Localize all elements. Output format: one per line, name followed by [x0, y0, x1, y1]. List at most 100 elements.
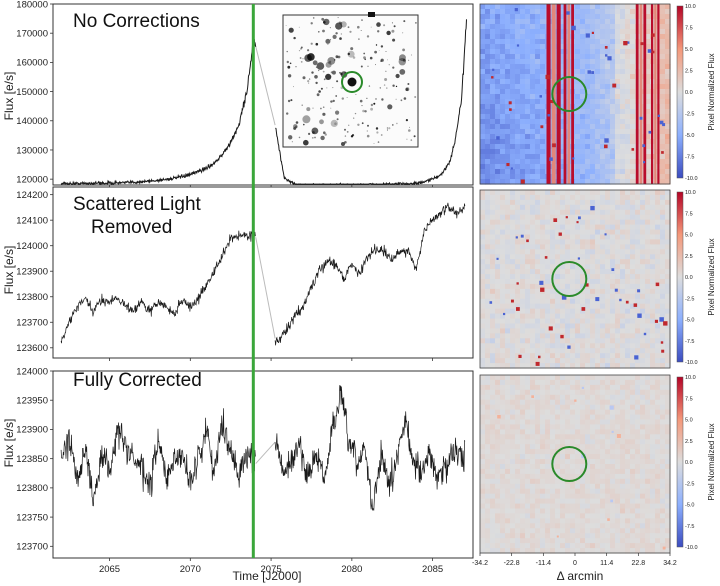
map-cell — [650, 473, 656, 480]
map-cell — [535, 264, 541, 270]
map-cell — [610, 303, 616, 310]
map-cell — [615, 543, 621, 549]
star — [299, 57, 302, 59]
map-cell — [620, 124, 626, 130]
map-cell — [530, 59, 536, 65]
map-cell — [610, 94, 616, 100]
map-cell — [505, 543, 511, 549]
map-cell — [590, 124, 596, 130]
star — [330, 100, 333, 103]
map-cell — [500, 219, 506, 226]
colorbar-tick-label: -10.0 — [685, 176, 698, 182]
map-cell — [645, 169, 651, 175]
map-cell — [570, 375, 576, 381]
map-cell — [540, 190, 546, 196]
map-cell — [630, 503, 636, 510]
map-cell — [485, 328, 491, 334]
map-cell — [585, 79, 591, 85]
map-cell — [575, 39, 581, 45]
y-tick-label: 124200 — [16, 190, 48, 201]
map-cell — [635, 543, 641, 549]
map-cell — [570, 503, 576, 510]
map-cell — [510, 454, 516, 460]
map-cell — [570, 429, 576, 435]
map-cell — [550, 194, 556, 201]
map-cell — [505, 404, 511, 411]
map-cell — [530, 69, 536, 75]
map-cell — [530, 129, 536, 135]
map-cell — [505, 144, 511, 150]
map-cell — [610, 239, 616, 245]
map-cell — [665, 513, 671, 519]
map-cell — [495, 439, 501, 445]
map-cell — [500, 379, 506, 386]
map-cell — [610, 274, 616, 280]
map-cell — [610, 99, 616, 105]
map-cell — [555, 478, 561, 485]
map-cell — [615, 533, 621, 539]
map-cell — [530, 389, 536, 396]
map-cell — [595, 114, 601, 120]
map-cell — [580, 404, 586, 411]
map-cell — [605, 179, 611, 185]
map-cell — [660, 353, 666, 359]
map-cell — [595, 259, 601, 265]
map-cell — [615, 459, 621, 465]
map-cell — [590, 468, 596, 475]
map-cell — [515, 513, 521, 519]
map-cell — [600, 254, 606, 260]
map-cell — [510, 358, 516, 364]
map-cell — [590, 478, 596, 485]
map-cell — [485, 338, 491, 344]
map-cell — [535, 548, 541, 554]
map-cell — [625, 328, 631, 334]
map-cell — [660, 244, 666, 250]
map-cell — [615, 444, 621, 450]
map-cell — [580, 169, 586, 175]
map-cell — [530, 483, 536, 490]
map-cell — [495, 323, 501, 329]
map-cell — [550, 303, 556, 310]
map-cell — [580, 39, 586, 45]
map-cell — [605, 439, 611, 445]
pixel-source — [614, 288, 618, 292]
map-cell — [535, 328, 541, 334]
map-cell — [600, 54, 606, 60]
map-cell — [530, 154, 536, 160]
map-cell — [595, 29, 601, 35]
map-cell — [495, 533, 501, 539]
map-cell — [580, 129, 586, 135]
map-cell — [640, 274, 646, 280]
map-cell — [505, 468, 511, 475]
map-cell — [590, 259, 596, 265]
lightcurve-panel-2: 1236001237001238001239001240001241001242… — [16, 186, 474, 361]
map-cell — [560, 464, 566, 470]
map-cell — [490, 523, 496, 529]
star — [360, 65, 363, 68]
map-cell — [545, 328, 551, 334]
map-cell — [665, 59, 671, 65]
map-cell — [665, 224, 671, 231]
map-cell — [665, 279, 671, 285]
map-cell — [510, 478, 516, 485]
map-cell — [505, 104, 511, 110]
map-cell — [525, 394, 531, 401]
map-cell — [540, 439, 546, 445]
map-cell — [530, 523, 536, 529]
map-cell — [630, 449, 636, 455]
map-cell — [520, 473, 526, 480]
map-cell — [645, 249, 651, 255]
map-cell — [605, 523, 611, 529]
map-cell — [580, 59, 586, 65]
map-cell — [630, 219, 636, 226]
map-cell — [525, 269, 531, 275]
map-cell — [515, 363, 521, 369]
map-cell — [535, 134, 541, 140]
map-cell — [565, 358, 571, 364]
map-cell — [505, 84, 511, 90]
map-cell — [480, 194, 486, 201]
map-cell — [605, 414, 611, 421]
map-cell — [495, 34, 501, 40]
map-cell — [545, 190, 551, 196]
map-cell — [550, 199, 556, 206]
